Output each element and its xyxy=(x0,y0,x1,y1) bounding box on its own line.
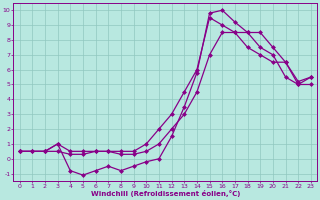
X-axis label: Windchill (Refroidissement éolien,°C): Windchill (Refroidissement éolien,°C) xyxy=(91,190,240,197)
